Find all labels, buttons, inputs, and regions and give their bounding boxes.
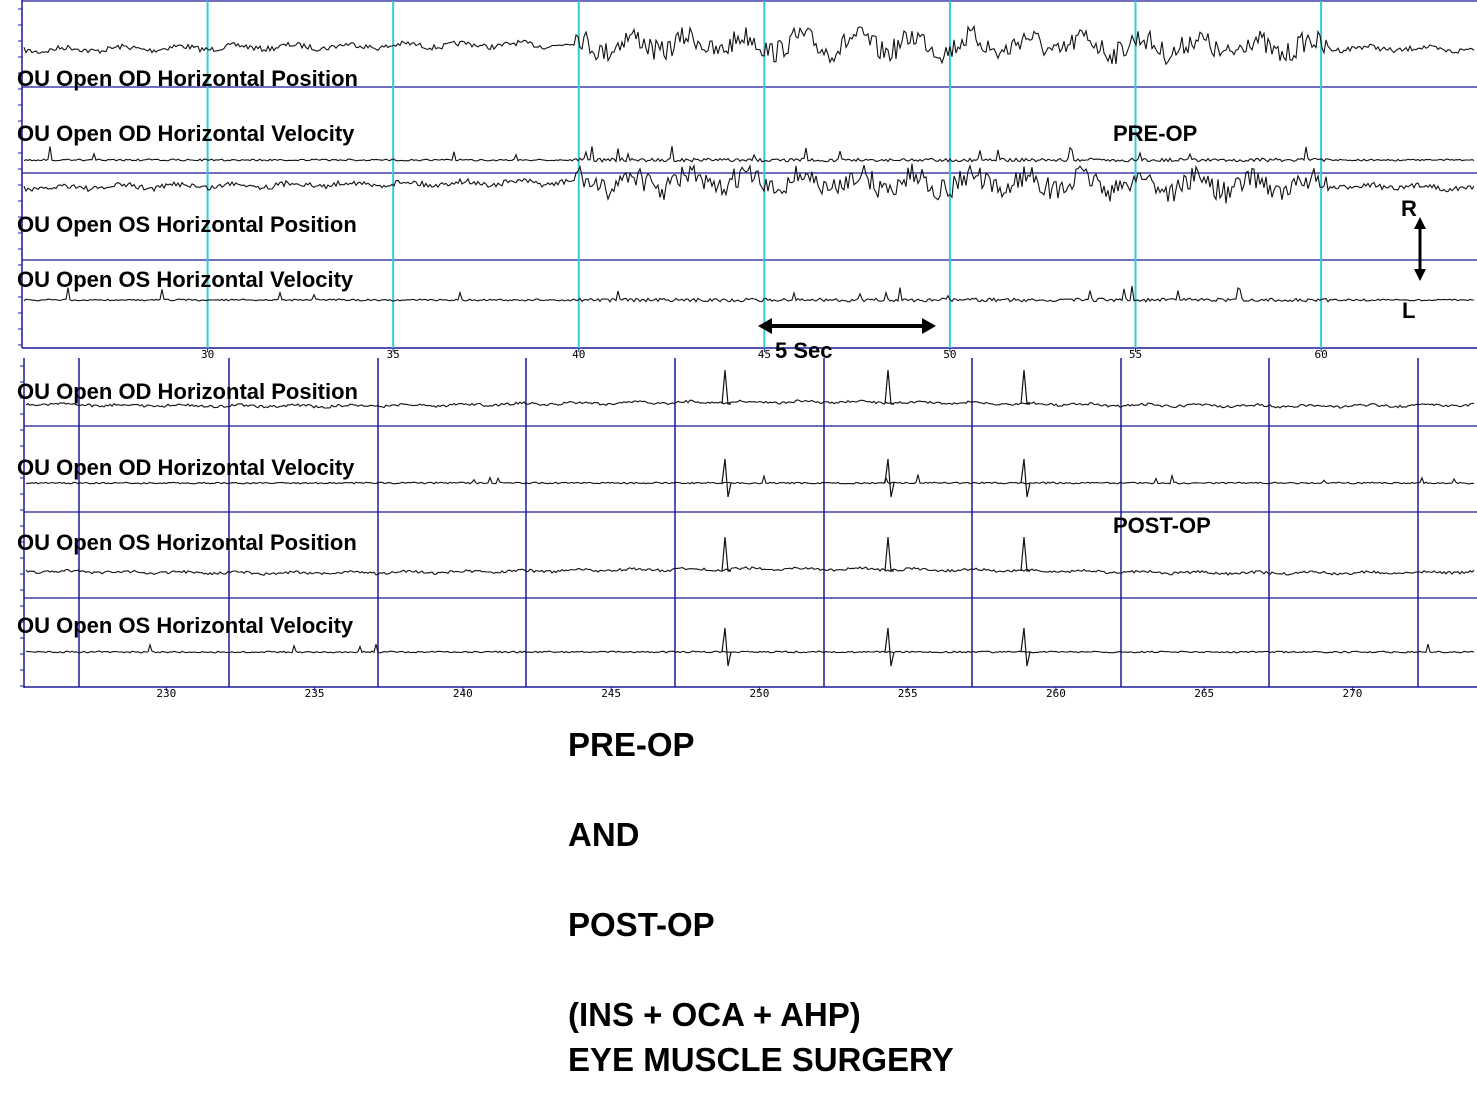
x-tick-label: 55 <box>1129 348 1142 361</box>
x-tick-label: 30 <box>201 348 214 361</box>
trace-spike <box>721 369 731 405</box>
trace-spike <box>884 536 894 572</box>
series-label: OU Open OS Horizontal Velocity <box>17 267 354 292</box>
trace-velocity <box>23 146 1475 163</box>
direction-arrowhead-up <box>1414 217 1426 229</box>
series-label: OU Open OD Horizontal Position <box>17 66 358 91</box>
x-tick-label: 230 <box>156 687 176 700</box>
trace-spike <box>721 458 732 498</box>
x-tick-label: 245 <box>601 687 621 700</box>
x-tick-label: 255 <box>898 687 918 700</box>
series-label: OU Open OD Horizontal Velocity <box>17 455 355 480</box>
caption-line: AND <box>568 816 640 853</box>
x-tick-label: 260 <box>1046 687 1066 700</box>
x-tick-label: 60 <box>1314 348 1327 361</box>
time-scale-arrowhead-left <box>758 318 772 334</box>
x-tick-label: 50 <box>943 348 956 361</box>
trace-spike <box>1020 627 1031 667</box>
caption-line: POST-OP <box>568 906 715 943</box>
eye-movement-recordings: 30 35 40 45 50 55 60 OU Open OD Horizontal Pos… <box>17 0 1477 700</box>
trace-spike <box>884 369 894 405</box>
series-label: OU Open OS Horizontal Position <box>17 212 357 237</box>
x-tick-label: 45 <box>758 348 771 361</box>
trace-velocity <box>23 285 1474 303</box>
series-label: OU Open OS Horizontal Velocity <box>17 613 354 638</box>
x-tick-label: 250 <box>749 687 769 700</box>
trace-spike <box>1020 536 1030 572</box>
x-tick-label: 235 <box>305 687 325 700</box>
phase-label: POST-OP <box>1113 513 1211 538</box>
trace-velocity <box>25 642 1475 654</box>
trace-position <box>25 399 1475 409</box>
caption-line: EYE MUSCLE SURGERY <box>568 1041 954 1078</box>
trace-velocity <box>25 473 1475 485</box>
series-label: OU Open OS Horizontal Position <box>17 530 357 555</box>
direction-label-right: R <box>1401 196 1417 221</box>
trace-spike <box>1020 458 1031 498</box>
trace-position <box>23 24 1475 66</box>
x-tick-label: 35 <box>387 348 400 361</box>
trace-position <box>23 163 1475 204</box>
time-scale-arrowhead-right <box>922 318 936 334</box>
direction-label-left: L <box>1402 298 1415 323</box>
post-op-recording-panel: 230 235 240 245 250 255 260 265 270 OU Open OD H… <box>17 358 1477 700</box>
trace-spike <box>721 627 732 667</box>
trace-position <box>25 566 1475 576</box>
x-tick-label: 240 <box>453 687 473 700</box>
trace-spike <box>884 458 895 498</box>
caption-line: (INS + OCA + AHP) <box>568 996 861 1033</box>
trace-spike <box>884 627 895 667</box>
series-label: OU Open OD Horizontal Position <box>17 379 358 404</box>
time-scale-label: 5 Sec <box>775 338 833 363</box>
trace-spike <box>1020 369 1030 405</box>
direction-arrowhead-down <box>1414 269 1426 281</box>
series-label: OU Open OD Horizontal Velocity <box>17 121 355 146</box>
pre-op-recording-panel: 30 35 40 45 50 55 60 OU Open OD Horizontal Pos… <box>17 0 1477 363</box>
trace-spike <box>721 536 731 572</box>
caption-line: PRE-OP <box>568 726 695 763</box>
phase-label: PRE-OP <box>1113 121 1197 146</box>
x-tick-label: 270 <box>1343 687 1363 700</box>
x-tick-label: 40 <box>572 348 585 361</box>
x-tick-label: 265 <box>1194 687 1214 700</box>
